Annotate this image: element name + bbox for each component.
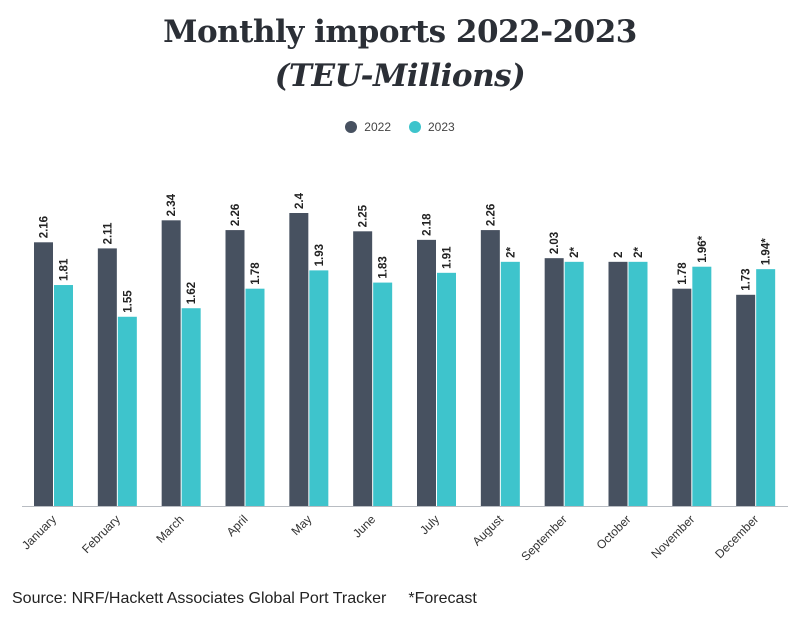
bar-2022-april <box>225 230 245 506</box>
chart-title: Monthly imports 2022-2023 <box>163 14 637 50</box>
data-label-2023-january: 1.81 <box>59 258 71 281</box>
x-tick-label-july: July <box>417 512 442 537</box>
data-label-2022-october: 2 <box>613 251 625 257</box>
legend-label-2023: 2023 <box>428 120 455 134</box>
bar-2023-october <box>628 261 648 506</box>
data-label-2022-august: 2.26 <box>485 204 497 226</box>
data-label-2023-march: 1.62 <box>186 282 198 304</box>
bar-2023-september <box>564 261 584 506</box>
data-label-2022-december: 1.73 <box>741 268 753 290</box>
bar-2023-november <box>692 266 712 506</box>
bar-2022-december <box>736 294 756 506</box>
data-label-2023-june: 1.83 <box>378 256 390 278</box>
bar-2022-june <box>353 231 373 506</box>
bar-2023-january <box>54 285 73 506</box>
x-tick-label-september: September <box>518 512 569 563</box>
footer: Source: NRF/Hackett Associates Global Po… <box>12 590 499 608</box>
bar-2022-november <box>672 288 692 506</box>
legend-swatch-2022 <box>345 121 358 133</box>
bar-2023-june <box>373 282 393 506</box>
data-label-2022-november: 1.78 <box>677 262 689 285</box>
data-label-2023-december: 1.94* <box>761 238 773 265</box>
data-label-2023-august: 2* <box>505 246 517 257</box>
bar-2022-september <box>544 258 564 506</box>
x-tick-label-december: December <box>712 512 761 561</box>
data-label-2022-june: 2.25 <box>358 204 370 227</box>
legend-swatch-2023 <box>409 121 421 133</box>
bar-chart: 2.16 1.81 January 2.11 1.55 February 2.34 1.62 M… <box>19 192 788 564</box>
bar-2022-january <box>34 242 53 507</box>
x-tick-label-august: August <box>470 512 507 549</box>
x-tick-label-march: March <box>153 512 186 545</box>
legend: 2022 2023 <box>0 120 800 134</box>
chart-subtitle: (TEU-Millions) <box>274 58 526 94</box>
data-label-2023-may: 1.93 <box>314 244 326 266</box>
data-label-2023-october: 2* <box>633 246 645 257</box>
data-label-2023-april: 1.78 <box>250 262 262 285</box>
legend-label-2022: 2022 <box>364 120 391 134</box>
bar-2023-july <box>437 272 456 506</box>
bar-2022-october <box>608 261 628 506</box>
data-label-2022-may: 2.4 <box>294 192 306 209</box>
forecast-note: *Forecast <box>408 590 477 607</box>
bar-2022-march <box>161 220 181 506</box>
bar-2022-august <box>480 230 500 506</box>
data-label-2022-march: 2.34 <box>166 193 178 216</box>
bar-2023-april <box>245 288 265 506</box>
data-label-2023-september: 2* <box>569 246 581 257</box>
data-label-2022-january: 2.16 <box>39 216 51 238</box>
x-tick-label-april: April <box>224 512 251 539</box>
x-tick-label-february: February <box>79 512 123 556</box>
data-label-2023-february: 1.55 <box>122 290 134 313</box>
source-note: Source: NRF/Hackett Associates Global Po… <box>12 590 387 607</box>
bar-2022-may <box>289 213 309 506</box>
x-tick-label-october: October <box>594 512 634 552</box>
bar-2023-august <box>500 261 520 506</box>
legend-item-2022: 2022 <box>345 120 391 134</box>
legend-item-2023: 2023 <box>409 120 455 134</box>
bar-2023-december <box>756 269 776 506</box>
bar-2022-february <box>97 248 117 506</box>
data-label-2022-february: 2.11 <box>102 222 114 244</box>
data-label-2023-july: 1.91 <box>442 246 454 269</box>
bar-2023-march <box>181 308 201 506</box>
x-tick-label-june: June <box>350 512 379 541</box>
x-tick-label-november: November <box>648 512 697 561</box>
bar-2022-july <box>417 239 436 506</box>
x-tick-label-may: May <box>289 512 315 538</box>
x-tick-label-january: January <box>19 512 59 552</box>
bar-2023-may <box>309 270 329 506</box>
data-label-2022-july: 2.18 <box>422 213 434 236</box>
data-label-2023-november: 1.96* <box>697 235 709 262</box>
bar-2023-february <box>117 316 137 506</box>
data-label-2022-september: 2.03 <box>549 232 561 254</box>
data-label-2022-april: 2.26 <box>230 204 242 226</box>
